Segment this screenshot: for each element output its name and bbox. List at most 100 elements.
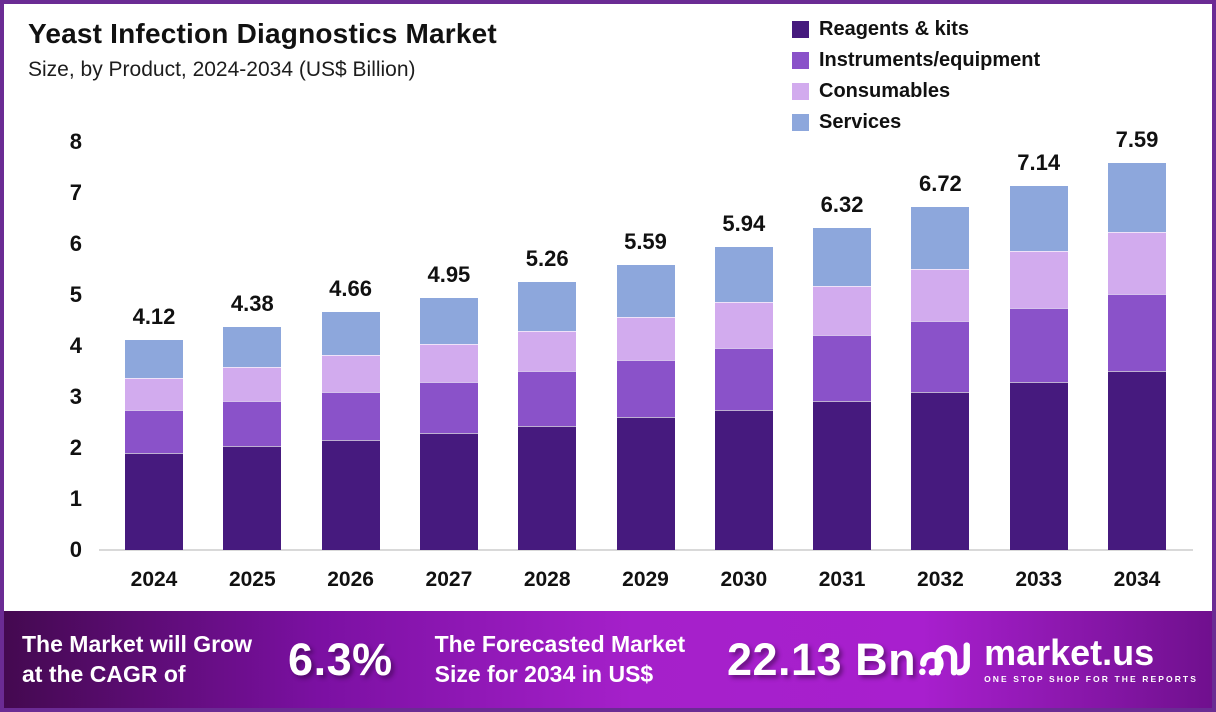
bar-stack — [714, 247, 773, 550]
bar-segment-instruments-equipment — [321, 391, 380, 441]
bar-stack — [223, 326, 282, 550]
legend-swatch-consumables — [792, 83, 809, 100]
bar-segment-instruments-equipment — [223, 401, 282, 447]
x-tick-label: 2025 — [228, 568, 276, 591]
legend-label: Consumables — [819, 80, 951, 102]
bar-segment-instruments-equipment — [714, 348, 773, 410]
legend-label: Reagents & kits — [819, 18, 970, 40]
bar-segment-instruments-equipment — [419, 382, 478, 434]
bar-segment-services — [321, 312, 380, 356]
bar-stack — [911, 207, 970, 550]
title-block: Yeast Infection Diagnostics Market Size,… — [28, 18, 497, 82]
y-tick-label: 6 — [69, 231, 82, 256]
bar-total-label: 7.14 — [1017, 149, 1061, 175]
bar-segment-reagents-kits — [518, 425, 577, 550]
chart-title: Yeast Infection Diagnostics Market — [28, 18, 497, 49]
bar-segment-instruments-equipment — [1108, 293, 1166, 371]
legend-item-consumables: Consumables — [792, 76, 1040, 107]
bar-segment-consumables — [125, 378, 183, 410]
bar-total-label: 7.59 — [1115, 126, 1159, 152]
bar-column-2024: 4.12 — [125, 141, 183, 550]
legend-item-instruments: Instruments/equipment — [792, 45, 1040, 76]
bar-segment-reagents-kits — [125, 453, 183, 550]
bar-segment-instruments-equipment — [1009, 307, 1068, 382]
chart-subtitle: Size, by Product, 2024-2034 (US$ Billion… — [28, 58, 416, 81]
brand-tagline: ONE STOP SHOP FOR THE REPORTS — [984, 674, 1198, 684]
bar-segment-consumables — [223, 367, 282, 402]
bar-column-2030: 5.94 — [714, 141, 773, 550]
bar-segment-consumables — [813, 286, 872, 336]
bar-segment-consumables — [714, 302, 773, 349]
bar-segment-consumables — [419, 343, 478, 383]
bar-column-2028: 5.26 — [518, 141, 577, 550]
bar-segment-reagents-kits — [616, 417, 675, 550]
bar-segment-services — [1009, 185, 1068, 251]
bar-segment-services — [518, 281, 577, 331]
legend-swatch-services — [792, 114, 809, 131]
bar-stack — [419, 297, 478, 550]
brand-name: market.us — [984, 632, 1155, 673]
x-axis-baseline — [99, 549, 1193, 551]
x-axis: 2024 2025 2026 2027 2028 2029 2030 2031 2032 2033… — [99, 568, 1199, 598]
x-tick-label: 2030 — [720, 568, 768, 591]
bar-segment-services — [125, 339, 183, 379]
bar-column-2027: 4.95 — [419, 141, 478, 550]
bar-segment-services — [616, 264, 675, 318]
x-tick-label: 2024 — [130, 568, 178, 591]
bar-segment-consumables — [518, 330, 577, 371]
forecast-value: 22.13 Bn — [726, 633, 917, 685]
bar-segment-instruments-equipment — [911, 321, 970, 392]
cagr-value: 6.3% — [288, 633, 393, 685]
bar-stack — [321, 312, 380, 550]
bar-segment-consumables — [1108, 231, 1166, 294]
legend-label: Services — [819, 111, 902, 133]
legend-item-services: Services — [792, 107, 1040, 138]
bar-segment-consumables — [616, 317, 675, 360]
bar-total-label: 6.32 — [820, 191, 864, 217]
y-tick-label: 4 — [69, 333, 82, 358]
bar-segment-reagents-kits — [1009, 381, 1068, 550]
bar-total-label: 4.38 — [230, 290, 274, 316]
legend: Reagents & kits Instruments/equipment Co… — [792, 14, 1040, 138]
bar-stack — [518, 281, 577, 550]
bar-stack — [616, 264, 675, 550]
bar-segment-services — [223, 326, 282, 368]
x-tick-label: 2034 — [1113, 568, 1161, 591]
bar-column-2034: 7.59 — [1108, 127, 1166, 550]
brand-text: market.us ONE STOP SHOP FOR THE REPORTS — [984, 632, 1198, 685]
bar-segment-services — [911, 207, 970, 269]
bar-segment-consumables — [911, 268, 970, 321]
x-tick-label: 2032 — [917, 568, 964, 591]
bar-stack — [813, 227, 872, 550]
legend-swatch-reagents — [792, 21, 809, 38]
x-tick-label: 2027 — [425, 568, 473, 591]
y-tick-label: 5 — [69, 282, 82, 307]
bar-total-label: 5.59 — [624, 228, 667, 254]
cagr-label: The Market will Grow at the CAGR of — [22, 631, 253, 687]
market-us-logo-icon — [919, 641, 970, 675]
legend-swatch-instruments — [792, 52, 809, 69]
y-tick-label: 8 — [69, 129, 82, 154]
y-tick-label: 2 — [69, 435, 82, 460]
y-tick-label: 1 — [69, 486, 82, 511]
bar-segment-instruments-equipment — [813, 335, 872, 401]
bar-segment-services — [813, 227, 872, 287]
bar-total-label: 4.95 — [427, 261, 471, 287]
bar-segment-instruments-equipment — [518, 370, 577, 426]
x-tick-label: 2031 — [818, 568, 866, 591]
bar-segment-services — [419, 297, 478, 344]
bar-column-2031: 6.32 — [813, 141, 872, 550]
bar-column-2032: 6.72 — [911, 141, 970, 550]
x-tick-label: 2026 — [327, 568, 374, 591]
footer-banner: The Market will Grow at the CAGR of 6.3%… — [4, 611, 1212, 708]
x-tick-label: 2028 — [523, 568, 571, 591]
bar-segment-consumables — [321, 355, 380, 392]
bar-total-label: 4.12 — [132, 303, 176, 329]
x-tick-label: 2033 — [1015, 568, 1063, 591]
bar-stack — [125, 339, 183, 550]
bar-segment-reagents-kits — [1108, 370, 1166, 550]
bar-segment-consumables — [1009, 250, 1068, 308]
bar-total-label: 6.72 — [918, 171, 962, 197]
bar-segment-instruments-equipment — [125, 409, 183, 454]
